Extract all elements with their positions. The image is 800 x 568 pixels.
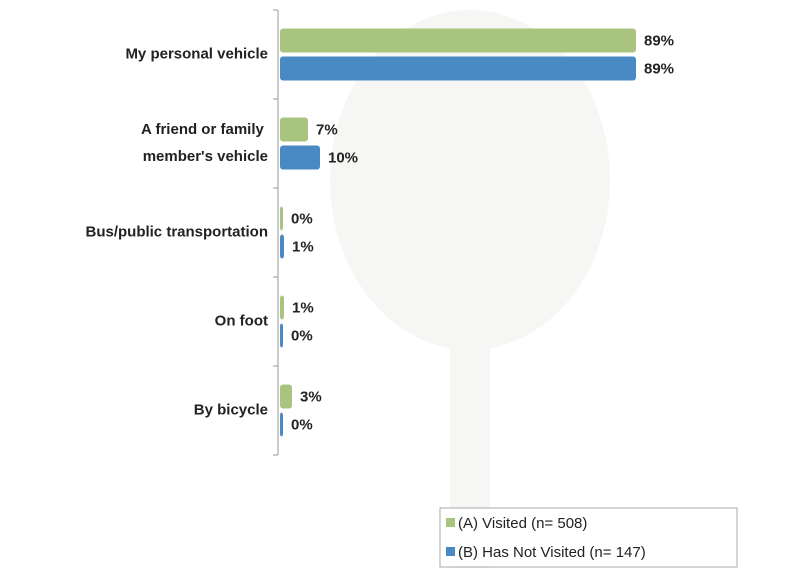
value-label: 7% [316,121,338,138]
bar [280,295,284,320]
value-label: 0% [291,210,313,227]
category-label: A friend or family member's vehicle [141,121,268,165]
value-label: 1% [292,299,314,316]
legend-swatch [446,518,455,527]
legend-swatch [446,547,455,556]
bar [280,117,308,142]
value-label: 89% [644,60,674,77]
value-label: 89% [644,32,674,49]
bar [280,323,283,348]
bar [280,234,284,259]
background-shape [330,10,610,350]
legend-label: (B) Has Not Visited (n= 147) [458,544,646,561]
bar [280,384,292,409]
category-label: My personal vehicle [125,45,268,62]
category-label: By bicycle [194,401,268,418]
category-label: Bus/public transportation [85,223,268,240]
legend-box [439,507,738,568]
category-label: On foot [215,312,268,329]
bar [280,412,283,437]
bar [280,56,636,81]
bar [280,28,636,53]
value-label: 1% [292,238,314,255]
value-label: 0% [291,416,313,433]
value-label: 3% [300,388,322,405]
legend-label: (A) Visited (n= 508) [458,515,587,532]
bar [280,206,283,231]
bar [280,145,320,170]
value-label: 10% [328,149,358,166]
value-label: 0% [291,327,313,344]
